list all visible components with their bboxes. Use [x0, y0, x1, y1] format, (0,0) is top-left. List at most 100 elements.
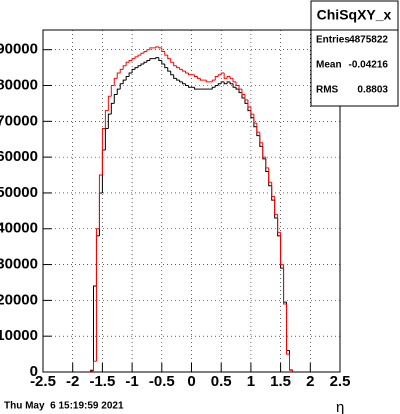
histogram-bin: [220, 81, 225, 84]
histogram-bin: [259, 132, 263, 144]
histogram-bin: [164, 51, 168, 56]
histogram-bin: [232, 78, 237, 83]
x-tick-label: 1.5: [270, 373, 291, 390]
histogram-bin: [229, 76, 234, 79]
histogram-bin: [131, 68, 136, 73]
histogram-bin: [110, 85, 115, 97]
histogram-bin: [217, 74, 222, 77]
histogram-bin: [268, 167, 272, 183]
histogram-bin: [280, 232, 284, 266]
histogram-bin: [185, 71, 189, 74]
histogram-bin: [226, 81, 231, 84]
y-tick-label: 80000: [0, 76, 38, 93]
histogram-bin: [182, 81, 186, 85]
histogram-bin: [98, 174, 103, 229]
histogram-bin: [235, 87, 240, 90]
histogram-bin: [161, 47, 165, 52]
histogram-bin: [176, 78, 180, 81]
histogram-bin: [137, 65, 142, 68]
stats-label: RMS: [316, 85, 339, 96]
histogram-bin: [137, 54, 142, 57]
histogram-bin: [193, 74, 198, 78]
histogram-bin: [116, 72, 121, 79]
histogram-bin: [271, 182, 275, 198]
histogram-bin: [179, 67, 183, 70]
histogram-bin: [170, 71, 174, 76]
x-tick-label: 2.5: [330, 373, 351, 390]
histogram-bin: [253, 114, 257, 124]
x-tick-label: -0.5: [149, 373, 175, 390]
histogram-bin: [199, 78, 204, 81]
histogram-bin: [170, 58, 174, 63]
histogram-bin: [229, 81, 234, 85]
stats-label: Mean: [316, 60, 342, 71]
histogram-bin: [182, 69, 186, 72]
y-tick-label: 30000: [0, 256, 38, 273]
histogram-bin: [223, 72, 228, 79]
histogram-bin: [176, 65, 180, 69]
histogram-bin: [122, 79, 127, 84]
histogram-bin: [217, 83, 222, 86]
histogram-bin: [143, 50, 147, 54]
x-tick-label: 2: [306, 373, 314, 390]
histogram-bin: [173, 62, 177, 67]
x-tick-label: -1.5: [89, 373, 115, 390]
histogram-bin: [140, 52, 144, 56]
histogram-bin: [125, 76, 130, 81]
histogram-bin: [247, 99, 251, 108]
histogram-bin: [241, 89, 245, 95]
histogram-bin: [211, 86, 216, 90]
stats-box: ChiSqXY_x Entries 4875822 Mean -0.04216 …: [310, 0, 399, 107]
histogram-bin: [134, 56, 139, 59]
stats-value: 4875822: [349, 35, 388, 46]
histogram-bin: [119, 68, 124, 73]
histogram-bin: [128, 72, 133, 77]
histogram-bin: [286, 303, 290, 355]
histogram-bin: [122, 65, 127, 70]
histogram-bin: [179, 80, 183, 83]
histogram-bin: [101, 127, 106, 176]
stats-label: Entries: [316, 35, 350, 46]
histogram-bin: [277, 214, 281, 233]
histogram-bin: [155, 57, 159, 59]
x-tick-label: 0.5: [211, 373, 232, 390]
histogram-bin: [188, 85, 192, 88]
histogram-bin: [95, 228, 100, 362]
histogram-bin: [164, 64, 168, 69]
histogram-bin: [104, 110, 109, 129]
x-tick-label: -2: [66, 373, 79, 390]
histogram-bin: [244, 94, 248, 101]
histogram-bin: [92, 285, 97, 371]
histogram-bin: [262, 142, 266, 158]
histogram-bin: [173, 74, 177, 79]
y-tick-label: 70000: [0, 112, 38, 129]
histogram-bin: [146, 59, 150, 63]
histogram-bin: [113, 77, 118, 86]
histogram-bin: [196, 76, 201, 79]
histogram-bin: [167, 67, 171, 72]
frame: [42, 29, 341, 373]
histogram-bin: [134, 67, 139, 70]
y-tick-label: 0: [30, 363, 38, 380]
histogram-bin: [140, 63, 144, 66]
histogram-bin: [193, 87, 198, 90]
histogram-bin: [110, 102, 115, 115]
histogram-bin: [119, 83, 124, 90]
histogram-bin: [265, 157, 269, 169]
histogram-bin: [185, 83, 189, 87]
histogram-bin: [214, 85, 219, 88]
histogram-bin: [205, 80, 210, 83]
histogram-bin: [149, 58, 153, 61]
histogram-bin: [125, 61, 130, 66]
histogram-bin: [283, 264, 287, 305]
histogram-bin: [211, 79, 216, 82]
x-tick-label: -1: [125, 373, 138, 390]
histogram-bin: [107, 95, 112, 111]
y-tick-label: 50000: [0, 184, 38, 201]
histogram-bin: [235, 81, 240, 87]
histogram-bin: [238, 89, 242, 94]
histogram-bin: [113, 93, 118, 104]
timestamp: Thu May 6 15:19:59 2021: [4, 401, 124, 412]
histogram-bin: [232, 83, 237, 88]
